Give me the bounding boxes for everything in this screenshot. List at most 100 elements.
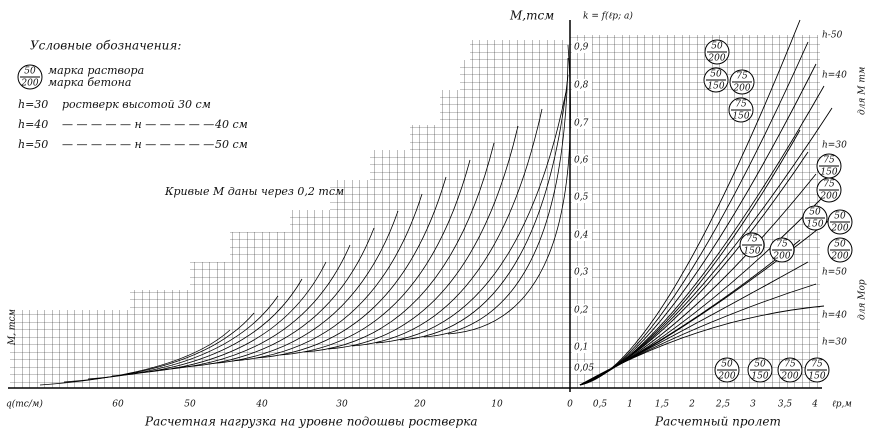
legend-badge-top: 50 bbox=[24, 67, 36, 77]
badge-top: 75 bbox=[823, 180, 835, 190]
badge-top: 50 bbox=[834, 212, 846, 222]
l-axis-title: ℓр,м bbox=[832, 400, 852, 410]
m-curve bbox=[447, 44, 571, 335]
legend-key: h=50 bbox=[18, 138, 48, 151]
l-tick-label: 3,5 bbox=[778, 400, 793, 410]
legend-text: 50 см bbox=[215, 138, 248, 151]
k-tick-label: 0,05 bbox=[574, 364, 594, 374]
h-bg bbox=[818, 308, 848, 322]
badge-top: 50 bbox=[754, 360, 766, 370]
q-tick-label: 60 bbox=[112, 400, 124, 410]
bottom-right-caption: Расчетный пролет bbox=[654, 415, 781, 429]
badge-bottom: 150 bbox=[751, 372, 768, 382]
badge-top: 50 bbox=[721, 360, 733, 370]
badge-bottom: 150 bbox=[806, 220, 823, 230]
m-curve bbox=[303, 142, 495, 353]
badge-top: 75 bbox=[811, 360, 823, 370]
legend-badge-bottom: 200 bbox=[20, 79, 38, 89]
badge-top: 75 bbox=[784, 360, 796, 370]
k-axis-title: k = f(ℓр; a) bbox=[583, 11, 633, 22]
k-tick-label: 0,1 bbox=[574, 343, 588, 353]
m-curve bbox=[255, 176, 447, 359]
badge-top: 50 bbox=[809, 208, 821, 218]
m-curve bbox=[327, 125, 519, 350]
badge-top: 75 bbox=[746, 235, 758, 245]
legend-text: — — — — — н — — — — — bbox=[62, 118, 214, 131]
badge-top: 75 bbox=[776, 240, 788, 250]
h-bg bbox=[818, 335, 848, 349]
h-label: h=30 bbox=[822, 338, 847, 348]
q-tick-label: 50 bbox=[184, 400, 196, 410]
k-tick-label: 0,8 bbox=[574, 81, 589, 91]
k-curve bbox=[579, 305, 825, 386]
l-tick-label: 3 bbox=[750, 400, 756, 410]
l-tick-label: 0,5 bbox=[593, 400, 608, 410]
l-tick-label: 1,5 bbox=[655, 400, 670, 410]
k-tick-label: 0,7 bbox=[574, 119, 589, 129]
badge-top: 75 bbox=[735, 100, 747, 110]
l-tick-label: 2 bbox=[688, 400, 695, 410]
legend-text: 40 см bbox=[214, 118, 248, 131]
right-grid bbox=[570, 35, 820, 388]
m-curve bbox=[423, 57, 569, 338]
badge-bottom: 150 bbox=[707, 82, 724, 92]
q-tick-label: 0 bbox=[567, 400, 573, 410]
m-curve bbox=[39, 329, 231, 386]
badge-bottom: 200 bbox=[780, 372, 798, 382]
badge-bottom: 150 bbox=[743, 247, 760, 257]
badge-top: 75 bbox=[736, 72, 748, 82]
tick-bg bbox=[572, 154, 592, 166]
badge-bottom: 200 bbox=[772, 252, 790, 262]
tick-bg bbox=[572, 41, 592, 53]
m-curve bbox=[351, 108, 543, 347]
h-label: h=50 bbox=[822, 268, 847, 278]
m-curve bbox=[183, 227, 375, 368]
k-tick-label: 0,6 bbox=[574, 156, 589, 166]
badge-bottom: 150 bbox=[808, 372, 825, 382]
badge-bottom: 200 bbox=[819, 192, 837, 202]
badge-bottom: 200 bbox=[830, 224, 848, 234]
left-axis-title: M, тсм bbox=[8, 309, 18, 346]
tick-bg bbox=[572, 117, 592, 129]
q-tick-label: 10 bbox=[491, 400, 503, 410]
legend-text: — — — — — н — — — — — bbox=[62, 138, 214, 151]
h-label: h=30 bbox=[822, 141, 847, 151]
curves-note: Кривые M даны через 0,2 тсм bbox=[164, 185, 344, 198]
badge-bottom: 150 bbox=[732, 112, 749, 122]
h-label: h=40 bbox=[822, 71, 847, 81]
m-axis-title: M,тсм bbox=[509, 9, 554, 23]
legend-key: h=40 bbox=[18, 118, 48, 131]
side-label: для M тм bbox=[858, 67, 868, 115]
q-tick-label: 40 bbox=[255, 400, 268, 410]
tick-bg bbox=[572, 362, 592, 374]
legend-text: марка бетона bbox=[48, 76, 131, 89]
bottom-left-caption: Расчетная нагрузка на уровне подошвы рос… bbox=[144, 415, 478, 429]
legend-title: Условные обозначения: bbox=[30, 39, 181, 53]
k-tick-label: 0,4 bbox=[574, 231, 589, 241]
q-tick-label: 30 bbox=[336, 400, 348, 410]
side-label: для Mор bbox=[858, 279, 868, 320]
m-curve bbox=[231, 193, 423, 362]
h-bg bbox=[818, 68, 848, 82]
badge-bottom: 200 bbox=[830, 252, 848, 262]
legend-key: h=30 bbox=[18, 98, 48, 111]
m-curve bbox=[375, 91, 567, 344]
k-tick-label: 0,2 bbox=[574, 306, 589, 316]
badge-bottom: 150 bbox=[820, 168, 837, 178]
q-axis-title: q(тс/м) bbox=[6, 399, 43, 410]
k-tick-label: 0,5 bbox=[574, 193, 589, 203]
badge-bottom: 200 bbox=[707, 54, 725, 64]
k-tick-label: 0,3 bbox=[574, 268, 589, 278]
badge-bottom: 200 bbox=[732, 84, 750, 94]
m-curve bbox=[279, 159, 471, 356]
tick-bg bbox=[572, 191, 592, 203]
l-tick-label: 4 bbox=[811, 400, 818, 410]
tick-bg bbox=[572, 341, 592, 353]
q-tick-label: 20 bbox=[413, 400, 426, 410]
tick-bg bbox=[572, 79, 592, 91]
m-curve bbox=[207, 210, 399, 365]
k-tick-label: 0,9 bbox=[574, 43, 589, 53]
tick-bg bbox=[572, 304, 592, 316]
